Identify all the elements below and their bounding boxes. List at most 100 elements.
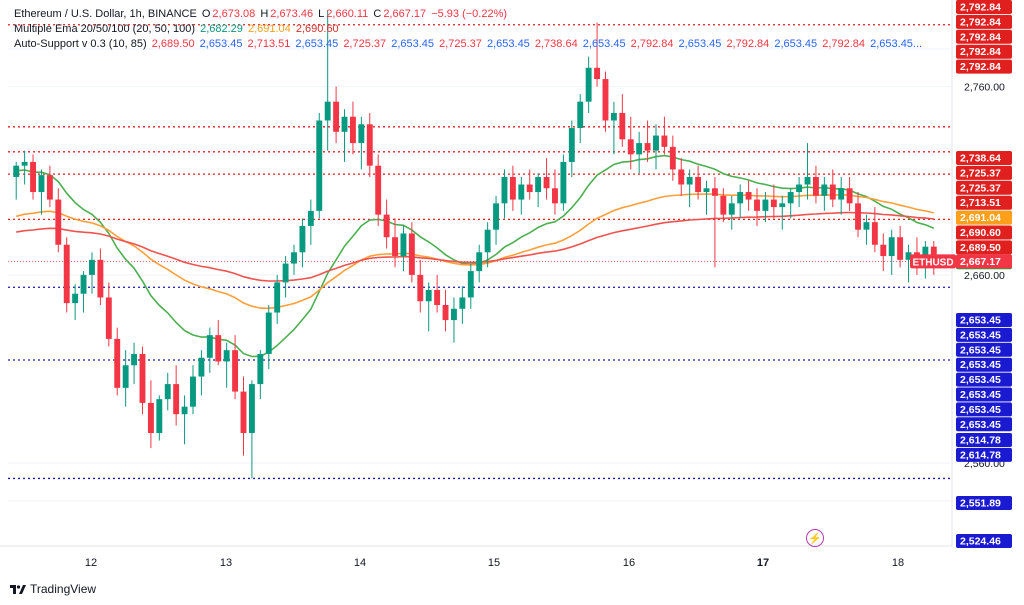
candle[interactable]	[930, 246, 937, 262]
candle[interactable]	[63, 244, 70, 304]
candle[interactable]	[442, 305, 449, 321]
candle[interactable]	[366, 124, 373, 166]
candle[interactable]	[147, 402, 154, 434]
candle[interactable]	[770, 199, 777, 208]
candle[interactable]	[417, 274, 424, 302]
candle[interactable]	[97, 259, 104, 298]
candle[interactable]	[720, 195, 727, 215]
candle[interactable]	[240, 391, 247, 434]
candle[interactable]	[871, 222, 878, 245]
candle[interactable]	[122, 365, 129, 388]
candle[interactable]	[661, 135, 668, 147]
candle[interactable]	[560, 161, 567, 204]
tradingview-logo[interactable]: TradingView	[10, 582, 96, 596]
candle[interactable]	[787, 192, 794, 204]
candle[interactable]	[248, 384, 255, 434]
candle[interactable]	[265, 312, 272, 354]
candle[interactable]	[594, 67, 601, 80]
candle[interactable]	[375, 165, 382, 215]
candle[interactable]	[80, 274, 87, 294]
candle[interactable]	[459, 297, 466, 309]
candle[interactable]	[855, 203, 861, 230]
auto-support-legend[interactable]: Auto-Support v 0.3 (10, 85) 2,689.50 2,6…	[14, 37, 924, 51]
candle[interactable]	[518, 184, 525, 200]
candle[interactable]	[509, 176, 516, 200]
candle[interactable]	[728, 203, 735, 215]
candle[interactable]	[493, 203, 499, 230]
candle[interactable]	[215, 335, 222, 362]
candle[interactable]	[526, 184, 533, 193]
candle[interactable]	[349, 116, 356, 144]
candle[interactable]	[686, 176, 693, 185]
candle[interactable]	[38, 175, 45, 193]
candle[interactable]	[829, 184, 836, 200]
candle[interactable]	[105, 297, 112, 339]
candle[interactable]	[139, 353, 146, 403]
candle[interactable]	[30, 161, 36, 193]
candle[interactable]	[333, 101, 340, 132]
candle[interactable]	[257, 353, 264, 385]
candle[interactable]	[653, 135, 659, 151]
candle[interactable]	[190, 376, 196, 407]
candle[interactable]	[291, 252, 297, 264]
candle[interactable]	[669, 146, 676, 170]
ema-legend[interactable]: Multiple Ema 20/50/100 (20, 50, 100) 2,6…	[14, 22, 341, 36]
candle[interactable]	[307, 210, 314, 226]
candle[interactable]	[703, 188, 710, 193]
candle[interactable]	[341, 116, 348, 132]
candle[interactable]	[846, 188, 853, 204]
candle[interactable]	[434, 289, 441, 306]
candle[interactable]	[711, 188, 718, 196]
candle[interactable]	[131, 353, 138, 366]
candle[interactable]	[754, 199, 760, 211]
candle[interactable]	[888, 237, 895, 257]
candle[interactable]	[644, 143, 651, 151]
candle[interactable]	[585, 67, 592, 102]
candle[interactable]	[804, 176, 811, 185]
lightning-icon[interactable]: ⚡	[806, 529, 824, 547]
candle[interactable]	[863, 222, 870, 230]
candle[interactable]	[535, 176, 542, 193]
candle[interactable]	[897, 237, 904, 260]
candle[interactable]	[358, 124, 365, 144]
candle[interactable]	[299, 225, 306, 253]
candle[interactable]	[324, 101, 331, 121]
candle[interactable]	[114, 338, 121, 388]
candle[interactable]	[156, 399, 163, 434]
candle[interactable]	[762, 199, 769, 211]
candle[interactable]	[821, 184, 828, 196]
candle[interactable]	[543, 176, 550, 189]
candle[interactable]	[610, 112, 617, 121]
candle[interactable]	[568, 128, 575, 162]
candle[interactable]	[501, 176, 508, 204]
candle[interactable]	[467, 271, 474, 298]
candle[interactable]	[282, 263, 289, 283]
candle[interactable]	[223, 350, 230, 362]
candle[interactable]	[577, 101, 584, 129]
candle[interactable]	[451, 308, 457, 321]
candle[interactable]	[737, 192, 744, 204]
candle[interactable]	[745, 192, 752, 200]
candle[interactable]	[636, 143, 643, 155]
candle[interactable]	[21, 161, 28, 166]
candle[interactable]	[392, 237, 398, 257]
candle[interactable]	[198, 357, 205, 377]
candle[interactable]	[383, 214, 390, 238]
candle[interactable]	[232, 350, 239, 392]
candle[interactable]	[779, 203, 786, 208]
candle[interactable]	[425, 289, 432, 302]
candle[interactable]	[796, 184, 803, 193]
candle[interactable]	[552, 188, 558, 204]
candle[interactable]	[880, 244, 887, 257]
candle[interactable]	[905, 252, 912, 260]
candle[interactable]	[206, 335, 213, 358]
candle[interactable]	[627, 139, 634, 155]
candle[interactable]	[408, 233, 415, 275]
candle[interactable]	[164, 384, 171, 400]
candle[interactable]	[89, 259, 95, 275]
candle[interactable]	[400, 233, 407, 257]
candle[interactable]	[484, 229, 491, 253]
candle[interactable]	[476, 252, 483, 272]
candle[interactable]	[812, 176, 819, 196]
